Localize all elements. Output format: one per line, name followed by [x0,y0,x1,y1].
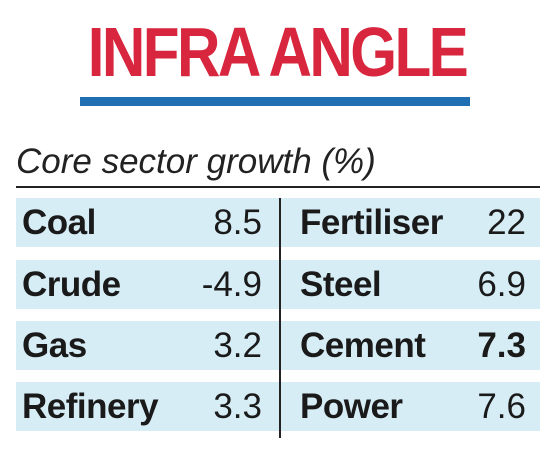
sector-label: Coal [22,203,96,242]
sector-label: Gas [22,326,87,365]
sector-value: -4.9 [201,265,262,304]
table-row [16,198,540,247]
column-divider [279,198,281,438]
sector-label: Refinery [22,387,159,426]
headline-underline [80,97,470,106]
sector-value: 7.6 [477,387,526,426]
table-row [16,382,540,431]
sector-value: 8.5 [213,203,262,242]
sector-label: Steel [300,265,382,304]
table-row [16,321,540,370]
table-title: Core sector growth (%) [16,142,376,181]
headline: INFRA ANGLE [87,13,469,91]
sector-label: Cement [300,326,426,365]
sector-value: 7.3 [477,326,526,365]
sector-value: 22 [487,203,526,242]
table-row [16,260,540,309]
sector-value: 3.3 [213,387,262,426]
sector-label: Fertiliser [300,203,443,242]
sector-value: 3.2 [213,326,262,365]
sector-label: Power [300,387,403,426]
sector-label: Crude [22,265,121,304]
sector-value: 6.9 [477,265,526,304]
title-rule [16,186,540,188]
